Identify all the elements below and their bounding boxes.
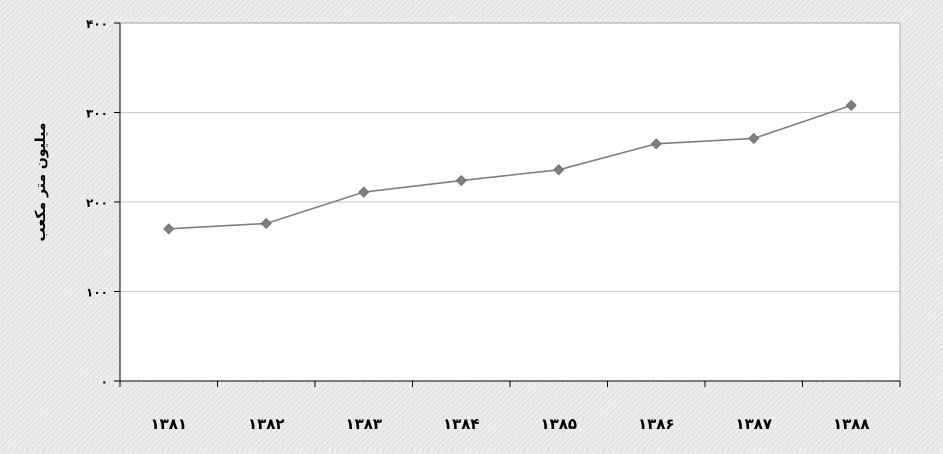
x-tick-label: ۱۳۸۲ <box>248 415 285 433</box>
series-line <box>168 104 852 230</box>
y-axis-title: میلیون متر مکعب <box>33 123 49 242</box>
x-tick-label: ۱۳۸۵ <box>540 415 577 433</box>
x-tick-label: ۱۳۸۳ <box>345 415 382 433</box>
y-tick-label: ۴۰۰ <box>86 17 108 31</box>
x-tick-label: ۱۳۸۶ <box>638 415 675 433</box>
y-tick-label: ۳۰۰ <box>86 107 108 121</box>
data-point <box>845 99 857 111</box>
x-tick-label: ۱۳۸۸ <box>833 415 870 433</box>
x-tick-label: ۱۳۸۷ <box>735 415 772 433</box>
y-tick-label: ۰ <box>101 375 108 389</box>
data-point <box>455 174 467 187</box>
data-point <box>260 217 272 230</box>
data-point <box>163 223 175 235</box>
x-tick-label: ۱۳۸۱ <box>150 415 187 433</box>
y-tick-label: ۱۰۰ <box>86 286 108 300</box>
plot-area: ۰ ۱۰۰ ۲۰۰ ۳۰۰ ۴۰۰ ۱۳۸۱ ۱۳۸۲ ۱۳۸۳ ۱۳۸۴ ۱۳۸۵ ۱۳۸۶ ۱۳۸… <box>86 17 901 433</box>
data-point <box>358 186 370 198</box>
y-tick-label: ۲۰۰ <box>86 196 108 210</box>
data-point <box>748 132 760 145</box>
x-tick-label: ۱۳۸۴ <box>443 415 480 433</box>
data-point <box>650 138 662 150</box>
data-point <box>553 164 565 176</box>
